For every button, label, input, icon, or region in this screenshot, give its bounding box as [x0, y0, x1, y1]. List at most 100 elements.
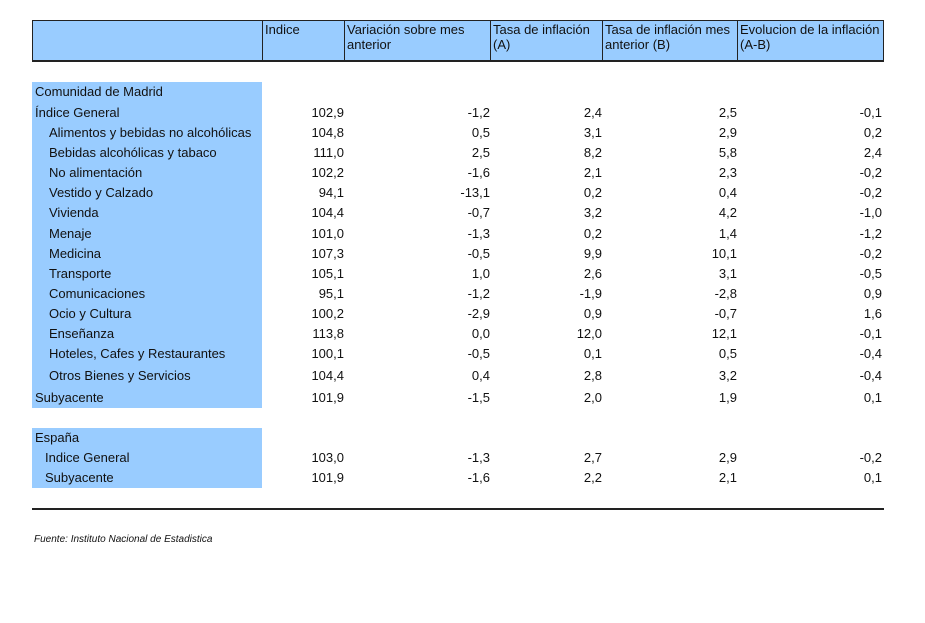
header-indice: Indice: [265, 22, 300, 37]
row-label: Subyacente: [35, 390, 104, 405]
cell-tasa-b: 12,1: [711, 326, 737, 341]
cell-indice: 113,8: [312, 326, 344, 341]
cell-tasa-b: 1,4: [718, 226, 737, 241]
cell-evolucion: -0,4: [859, 346, 882, 361]
cell-tasa-b: 1,9: [718, 390, 737, 405]
cell-tasa-b: 2,9: [718, 125, 737, 140]
cell-variacion: -2,9: [467, 306, 490, 321]
cell-tasa-a: 12,0: [576, 326, 602, 341]
cell-variacion: 1,0: [471, 266, 490, 281]
cell-tasa-b: 2,1: [718, 470, 737, 485]
cell-evolucion: -0,1: [859, 326, 882, 341]
cell-tasa-a: 2,8: [583, 368, 602, 383]
cell-tasa-b: 0,5: [718, 346, 737, 361]
cell-tasa-b: 0,4: [718, 185, 737, 200]
cell-evolucion: -0,4: [859, 368, 882, 383]
row-label: Vestido y Calzado: [49, 185, 154, 200]
header-top-rule: [32, 20, 884, 21]
header-label-column: [33, 20, 262, 60]
source-note: Fuente: Instituto Nacional de Estadistic…: [34, 534, 213, 545]
section-title-madrid: Comunidad de Madrid: [35, 84, 163, 99]
cell-evolucion: -0,1: [859, 105, 882, 120]
row-label: Índice General: [35, 105, 120, 120]
cell-tasa-b: 3,2: [718, 368, 737, 383]
cell-evolucion: -0,5: [859, 266, 882, 281]
cell-tasa-b: 2,3: [718, 165, 737, 180]
cell-tasa-b: 3,1: [718, 266, 737, 281]
row-label: Transporte: [49, 266, 112, 281]
cell-indice: 100,1: [311, 346, 344, 361]
row-label: Medicina: [49, 246, 102, 261]
header-divider: [32, 20, 33, 62]
header-divider: [602, 20, 603, 62]
cell-tasa-a: 2,4: [583, 105, 602, 120]
cell-tasa-a: -1,9: [579, 286, 602, 301]
cell-variacion: -1,3: [467, 226, 490, 241]
cell-indice: 94,1: [318, 185, 344, 200]
header-divider: [883, 20, 884, 62]
cell-variacion: -1,2: [467, 286, 490, 301]
cell-indice: 100,2: [311, 306, 344, 321]
cell-variacion: -1,2: [467, 105, 490, 120]
cell-tasa-b: 10,1: [711, 246, 737, 261]
row-label: Bebidas alcohólicas y tabaco: [49, 145, 217, 160]
cell-evolucion: 2,4: [863, 145, 882, 160]
cell-indice: 101,9: [311, 470, 344, 485]
cell-variacion: 0,4: [471, 368, 490, 383]
cell-tasa-a: 8,2: [583, 145, 602, 160]
cell-indice: 103,0: [311, 450, 344, 465]
cell-tasa-a: 0,9: [583, 306, 602, 321]
cell-tasa-a: 2,0: [583, 390, 602, 405]
cell-tasa-b: 4,2: [718, 205, 737, 220]
cell-tasa-a: 2,1: [583, 165, 602, 180]
row-label: Hoteles, Cafes y Restaurantes: [49, 346, 226, 361]
cell-evolucion: 1,6: [863, 306, 882, 321]
header-tasa-b: Tasa de inflación mes anterior (B): [605, 22, 731, 52]
cell-variacion: -0,7: [467, 205, 490, 220]
cell-evolucion: -0,2: [859, 450, 882, 465]
cell-tasa-b: 2,5: [718, 105, 737, 120]
cell-variacion: 0,0: [471, 326, 490, 341]
cell-tasa-a: 3,2: [583, 205, 602, 220]
row-label: Otros Bienes y Servicios: [49, 368, 191, 383]
cell-evolucion: -0,2: [859, 185, 882, 200]
header-band: [32, 20, 884, 60]
cell-tasa-a: 2,7: [583, 450, 602, 465]
cell-tasa-b: 2,9: [718, 450, 737, 465]
cell-tasa-a: 9,9: [583, 246, 602, 261]
cell-evolucion: 0,9: [863, 286, 882, 301]
table-bottom-rule: [32, 508, 884, 510]
cell-tasa-b: 5,8: [718, 145, 737, 160]
cell-evolucion: -1,2: [859, 226, 882, 241]
header-divider: [737, 20, 738, 62]
row-label: Indice General: [45, 450, 130, 465]
header-bottom-rule: [32, 60, 884, 62]
cell-variacion: -0,5: [467, 246, 490, 261]
cell-evolucion: 0,1: [863, 470, 882, 485]
cell-tasa-a: 0,2: [583, 226, 602, 241]
header-divider: [262, 20, 263, 62]
section-title-spain: España: [35, 430, 80, 445]
cell-variacion: 2,5: [471, 145, 490, 160]
cell-tasa-b: -0,7: [714, 306, 737, 321]
cell-tasa-a: 2,6: [583, 266, 602, 281]
cell-evolucion: -0,2: [859, 165, 882, 180]
cell-evolucion: 0,2: [863, 125, 882, 140]
cell-indice: 104,4: [311, 205, 344, 220]
spain-label-block: [32, 428, 262, 488]
cell-indice: 102,9: [311, 105, 344, 120]
cell-variacion: 0,5: [471, 125, 490, 140]
cell-tasa-a: 0,2: [583, 185, 602, 200]
cell-variacion: -1,5: [467, 390, 490, 405]
header-evolucion: Evolucion de la inflación (A-B): [740, 22, 880, 52]
row-label: Vivienda: [49, 205, 99, 220]
cell-variacion: -13,1: [460, 185, 490, 200]
cell-evolucion: -0,2: [859, 246, 882, 261]
cell-tasa-a: 2,2: [583, 470, 602, 485]
row-label: Ocio y Cultura: [49, 306, 132, 321]
row-label: Enseñanza: [49, 326, 115, 341]
header-divider: [344, 20, 345, 62]
cell-tasa-a: 3,1: [583, 125, 602, 140]
cell-indice: 107,3: [311, 246, 344, 261]
